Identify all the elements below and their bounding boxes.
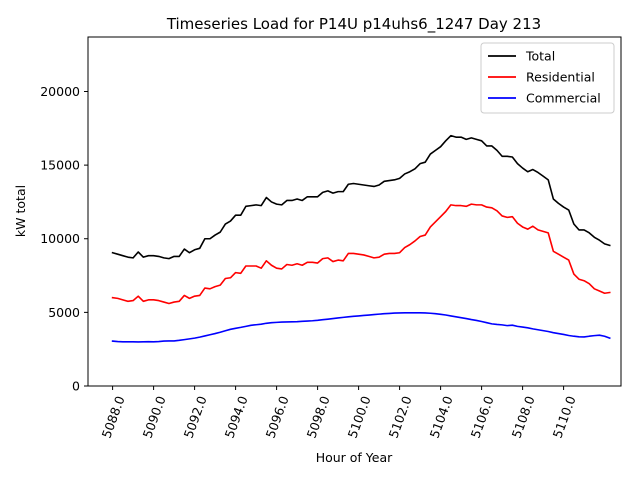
series-line-total [111, 134, 611, 260]
series-line-residential [111, 203, 611, 305]
legend: Total Residential Commercial [480, 42, 615, 114]
x-axis-label: Hour of Year [316, 450, 393, 465]
y-axis: 0 5000 10000 15000 20000 [40, 84, 88, 394]
y-tick-label: 5000 [48, 305, 80, 320]
plot-area [87, 36, 622, 387]
y-tick-label: 15000 [40, 158, 80, 173]
plot-frame [87, 36, 622, 387]
legend-label-total: Total [525, 49, 555, 64]
legend-label-residential: Residential [526, 70, 595, 85]
legend-frame [480, 42, 615, 114]
chart-title: Timeseries Load for P14U p14uhs6_1247 Da… [166, 15, 541, 34]
legend-label-commercial: Commercial [526, 91, 601, 106]
y-tick-label: 20000 [40, 84, 80, 99]
y-tick-label: 0 [72, 379, 80, 394]
series-line-commercial [111, 312, 611, 343]
y-tick-label: 10000 [40, 231, 80, 246]
series-layer [111, 134, 611, 343]
y-axis-label: kW total [13, 185, 28, 237]
